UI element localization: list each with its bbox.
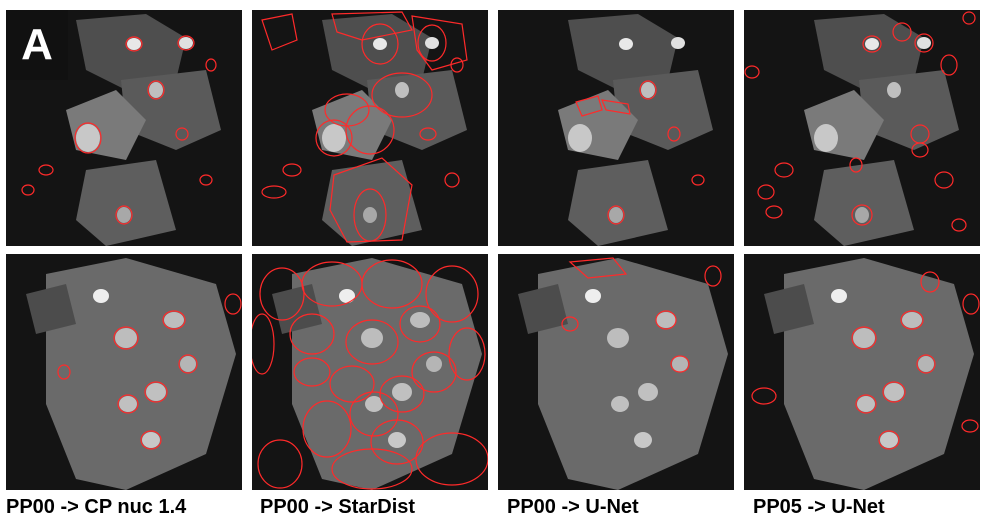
- image-tile-row2-unet: [498, 254, 734, 490]
- caption-pp00-unet: PP00 -> U-Net: [507, 496, 639, 518]
- caption-pp00-cp-nuc: PP00 -> CP nuc 1.4: [6, 496, 187, 518]
- image-tile-row2-cp-nuc: [6, 254, 242, 490]
- image-tile-row1-cp-nuc: A: [6, 10, 242, 246]
- micrograph-row1-col4: [744, 10, 980, 246]
- micrograph-row2-col1: [6, 254, 242, 490]
- micrograph-row1-col3: [498, 10, 734, 246]
- caption-pp00-stardist: PP00 -> StarDist: [260, 496, 416, 518]
- image-tile-row2-pp05-unet: [744, 254, 980, 490]
- image-tile-row1-stardist: [252, 10, 488, 246]
- micrograph-row1-col1: [6, 10, 242, 246]
- micrograph-row2-col4: [744, 254, 980, 490]
- image-tile-row2-stardist: [252, 254, 488, 490]
- caption-pp05-unet: PP05 -> U-Net: [753, 496, 885, 518]
- panel-label: A: [6, 10, 68, 80]
- micrograph-row1-col2: [252, 10, 488, 246]
- image-tile-row1-pp05-unet: [744, 10, 980, 246]
- micrograph-row2-col3: [498, 254, 734, 490]
- image-tile-row1-unet: [498, 10, 734, 246]
- micrograph-row2-col2: [252, 254, 488, 490]
